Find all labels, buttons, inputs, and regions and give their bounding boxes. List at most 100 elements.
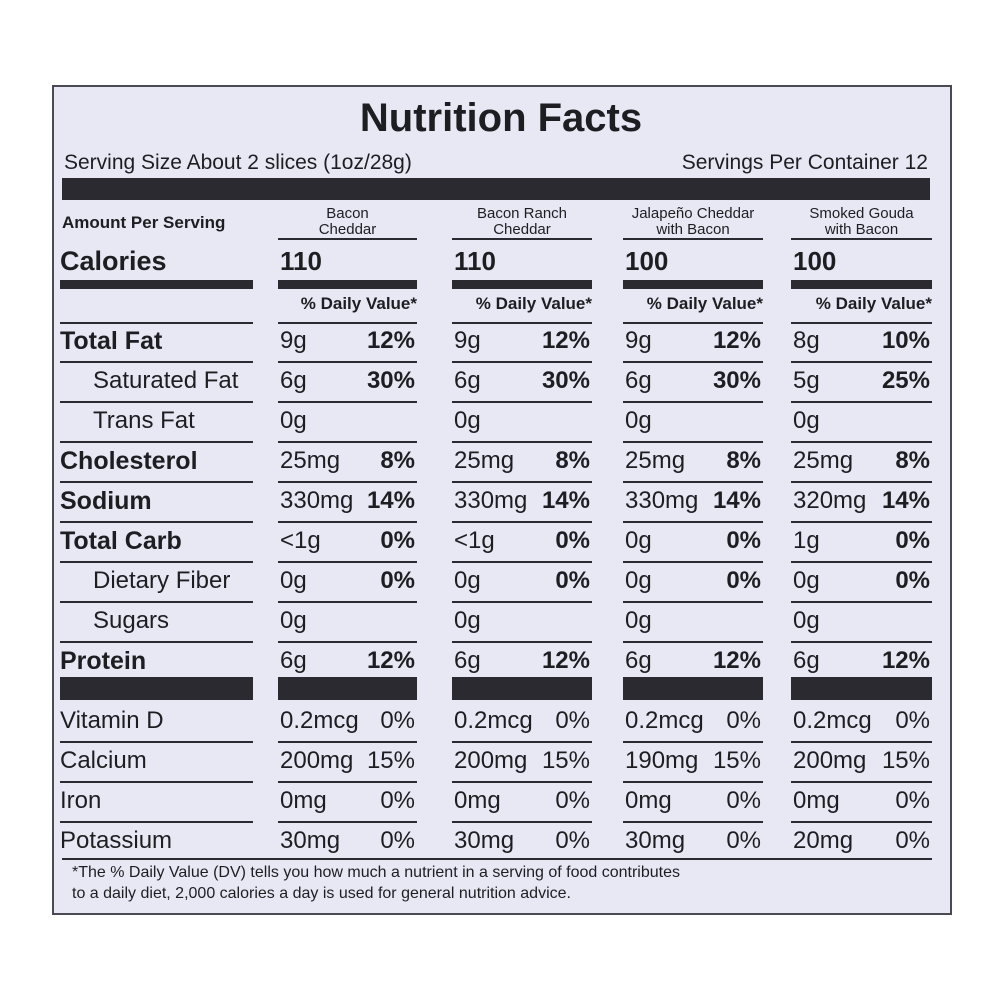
calories-value: 110 xyxy=(280,246,322,276)
rule xyxy=(278,322,417,324)
footnote: to a daily diet, 2,000 calories a day is… xyxy=(72,885,571,902)
calories-value: 100 xyxy=(625,246,669,276)
amount: 30mg xyxy=(625,827,686,854)
rule xyxy=(791,821,932,823)
amount: 0mg xyxy=(625,787,672,814)
daily-value: 0% xyxy=(895,827,930,854)
amount: 30mg xyxy=(454,827,515,854)
rule xyxy=(623,238,763,240)
rule xyxy=(278,741,417,743)
calories-label: Calories xyxy=(60,245,167,276)
servings-per-container: Servings Per Container 12 xyxy=(681,150,928,174)
daily-value: 12% xyxy=(712,647,761,674)
amount: 6g xyxy=(793,647,820,674)
rule xyxy=(60,601,253,603)
rule xyxy=(791,521,932,523)
rule xyxy=(278,641,417,643)
daily-value: 0% xyxy=(726,527,761,554)
amount: 30mg xyxy=(280,827,341,854)
amount: 320mg xyxy=(793,487,867,514)
amount: 8g xyxy=(793,327,820,354)
amount: 0g xyxy=(625,567,652,594)
calories-bar xyxy=(791,280,932,289)
daily-value: 0% xyxy=(380,527,415,554)
column-name: with Bacon xyxy=(656,220,730,238)
amount: 9g xyxy=(454,327,481,354)
dv-header: % Daily Value* xyxy=(815,293,932,313)
daily-value: 0% xyxy=(380,567,415,594)
daily-value: 0% xyxy=(555,787,590,814)
column-name: Smoked Gouda xyxy=(809,204,914,222)
daily-value: 30% xyxy=(366,367,415,394)
amount: 0g xyxy=(793,567,820,594)
calories-bar xyxy=(278,280,417,289)
dv-header: % Daily Value* xyxy=(646,293,763,313)
rule xyxy=(791,441,932,443)
rule xyxy=(278,781,417,783)
rule xyxy=(452,781,592,783)
rule xyxy=(791,601,932,603)
rule xyxy=(60,821,253,823)
rule xyxy=(60,441,253,443)
daily-value: 12% xyxy=(541,647,590,674)
amount-per-serving: Amount Per Serving xyxy=(62,212,226,232)
rule xyxy=(623,601,763,603)
rule xyxy=(452,741,592,743)
daily-value: 0% xyxy=(380,707,415,734)
amount: 25mg xyxy=(793,447,854,474)
thick-bar xyxy=(791,677,932,700)
rule xyxy=(278,601,417,603)
daily-value: 0% xyxy=(895,787,930,814)
rule xyxy=(60,561,253,563)
calories-bar xyxy=(60,280,253,289)
daily-value: 14% xyxy=(366,487,415,514)
rule xyxy=(623,322,763,324)
daily-value: 15% xyxy=(881,747,930,774)
column-name: Cheddar xyxy=(318,220,377,238)
amount: 6g xyxy=(280,367,307,394)
rule xyxy=(452,641,592,643)
amount: 0g xyxy=(280,567,307,594)
nutrient-label: Cholesterol xyxy=(60,446,198,475)
daily-value: 15% xyxy=(541,747,590,774)
amount: 0g xyxy=(280,407,307,434)
rule xyxy=(452,521,592,523)
rule xyxy=(278,561,417,563)
amount: 0g xyxy=(454,407,481,434)
amount: 0mg xyxy=(454,787,501,814)
nutrient-label: Protein xyxy=(60,646,147,675)
amount: 25mg xyxy=(625,447,686,474)
rule xyxy=(791,238,932,240)
rule xyxy=(278,521,417,523)
serving-size: Serving Size About 2 slices (1oz/28g) xyxy=(64,150,412,174)
nutrient-label: Sugars xyxy=(93,607,170,634)
rule xyxy=(623,521,763,523)
rule xyxy=(452,401,592,403)
daily-value: 0% xyxy=(555,567,590,594)
rule xyxy=(60,741,253,743)
rule xyxy=(60,401,253,403)
calories-value: 100 xyxy=(793,246,837,276)
daily-value: 30% xyxy=(712,367,761,394)
amount: 0g xyxy=(793,407,820,434)
amount: 0g xyxy=(280,607,307,634)
amount: 190mg xyxy=(625,747,699,774)
daily-value: 0% xyxy=(895,527,930,554)
rule xyxy=(452,821,592,823)
thick-bar xyxy=(452,677,592,700)
column-name: Bacon Ranch xyxy=(476,204,568,222)
amount: 0g xyxy=(625,607,652,634)
thick-bar xyxy=(278,677,417,700)
rule xyxy=(623,821,763,823)
thick-bar xyxy=(62,178,930,200)
daily-value: 0% xyxy=(555,707,590,734)
column-name: Bacon xyxy=(326,204,369,222)
daily-value: 0% xyxy=(726,787,761,814)
rule xyxy=(60,781,253,783)
daily-value: 12% xyxy=(712,327,761,354)
rule xyxy=(60,322,253,324)
rule xyxy=(791,401,932,403)
rule xyxy=(623,781,763,783)
daily-value: 15% xyxy=(366,747,415,774)
